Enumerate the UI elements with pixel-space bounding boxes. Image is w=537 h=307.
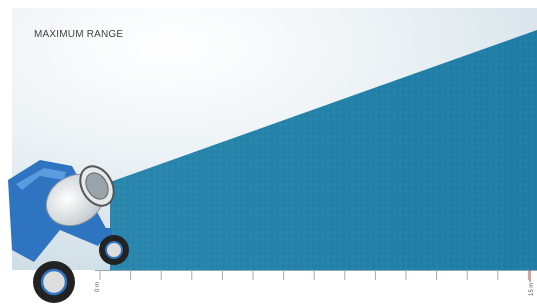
hub-front	[42, 270, 66, 294]
axis-ticks	[100, 270, 528, 280]
spray-machine	[8, 160, 129, 303]
start-label: 0 m	[95, 282, 101, 292]
title: MAXIMUM RANGE	[34, 29, 123, 40]
end-label: 15 m	[529, 283, 535, 296]
range-illustration: MAXIMUM RANGE 0 m 15 m	[0, 0, 537, 307]
hub-rear	[106, 242, 122, 258]
page: {"header": {"title": "MAXIMUM RANGE"}, "…	[0, 0, 537, 307]
